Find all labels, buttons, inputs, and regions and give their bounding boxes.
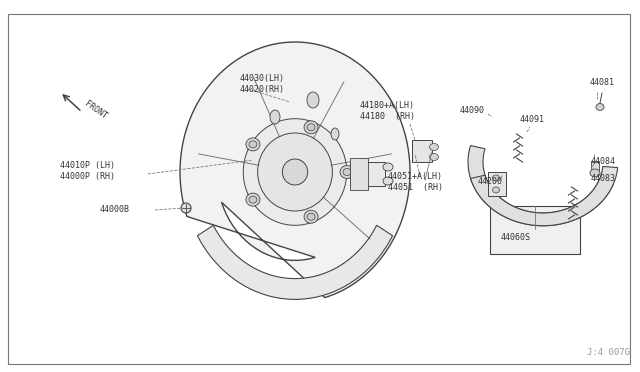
- Text: 44000B: 44000B: [100, 205, 130, 214]
- Ellipse shape: [590, 169, 600, 177]
- Text: 44051  (RH): 44051 (RH): [388, 183, 443, 192]
- Ellipse shape: [304, 210, 318, 223]
- Ellipse shape: [270, 110, 280, 124]
- Bar: [488, 172, 506, 196]
- Text: 44180  (RH): 44180 (RH): [360, 112, 415, 121]
- Text: 44051+A(LH): 44051+A(LH): [388, 171, 443, 180]
- Ellipse shape: [307, 213, 315, 220]
- Polygon shape: [197, 225, 392, 299]
- Ellipse shape: [246, 193, 260, 206]
- Bar: [350, 158, 368, 190]
- Text: 44000P (RH): 44000P (RH): [60, 171, 115, 180]
- Ellipse shape: [258, 133, 332, 211]
- Ellipse shape: [596, 103, 604, 110]
- Text: J:4 007G: J:4 007G: [587, 348, 630, 357]
- Text: 44020(RH): 44020(RH): [240, 84, 285, 93]
- Ellipse shape: [429, 144, 438, 151]
- Ellipse shape: [331, 128, 339, 140]
- Ellipse shape: [249, 141, 257, 148]
- Text: 44081: 44081: [590, 77, 615, 87]
- Ellipse shape: [493, 175, 499, 181]
- Ellipse shape: [249, 196, 257, 203]
- Ellipse shape: [343, 169, 351, 176]
- Text: 44084: 44084: [591, 157, 616, 166]
- Text: 44090: 44090: [460, 106, 485, 115]
- Ellipse shape: [282, 159, 308, 185]
- Text: 44200: 44200: [478, 176, 503, 186]
- Ellipse shape: [383, 177, 393, 185]
- Ellipse shape: [307, 124, 315, 131]
- Ellipse shape: [340, 166, 354, 179]
- Text: 44060S: 44060S: [501, 232, 531, 241]
- Text: 44083: 44083: [591, 173, 616, 183]
- Text: 44180+A(LH): 44180+A(LH): [360, 100, 415, 109]
- Text: 44010P (LH): 44010P (LH): [60, 160, 115, 170]
- Ellipse shape: [243, 119, 347, 225]
- Ellipse shape: [307, 92, 319, 108]
- Bar: [350, 162, 385, 186]
- Ellipse shape: [429, 154, 438, 160]
- Ellipse shape: [246, 138, 260, 151]
- Bar: [412, 140, 432, 162]
- Bar: [591, 161, 599, 173]
- Text: 44030(LH): 44030(LH): [240, 74, 285, 83]
- Polygon shape: [180, 42, 410, 298]
- Polygon shape: [468, 145, 614, 226]
- Text: 44091: 44091: [520, 115, 545, 124]
- Bar: [490, 206, 580, 254]
- Ellipse shape: [383, 163, 393, 171]
- Ellipse shape: [304, 121, 318, 134]
- Ellipse shape: [181, 203, 191, 213]
- Text: FRONT: FRONT: [83, 99, 109, 121]
- Polygon shape: [470, 166, 618, 226]
- Ellipse shape: [493, 187, 499, 193]
